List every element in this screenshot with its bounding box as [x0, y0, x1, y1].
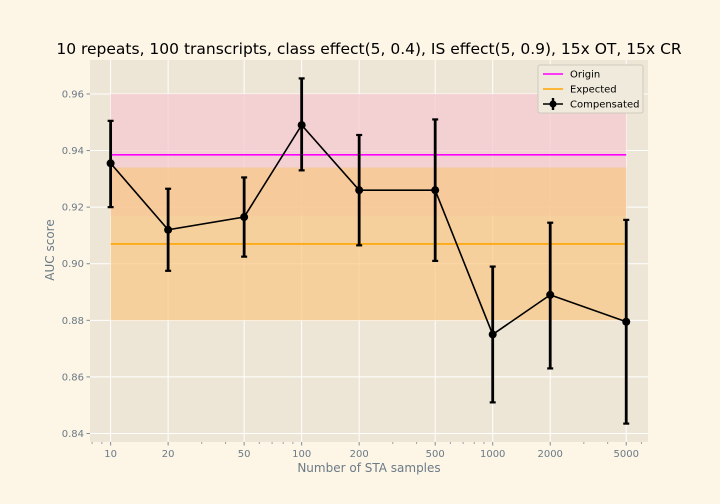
data-point [164, 225, 173, 234]
y-tick-label: 0.84 [62, 429, 84, 440]
x-tick-label: 2000 [537, 449, 562, 460]
x-tick-label: 100 [292, 449, 311, 460]
y-tick-label: 0.88 [62, 316, 84, 327]
data-point [488, 330, 497, 339]
x-tick-label: 500 [426, 449, 445, 460]
legend-swatch-marker [549, 100, 557, 108]
legend-label: Expected [570, 85, 617, 96]
y-tick-label: 0.94 [62, 146, 84, 157]
legend-label: Origin [570, 70, 600, 81]
x-axis-label: Number of STA samples [297, 461, 440, 475]
y-tick-label: 0.92 [62, 203, 84, 214]
data-point [240, 213, 249, 222]
x-tick-label: 5000 [614, 449, 639, 460]
x-tick-label: 200 [350, 449, 369, 460]
legend-box [537, 64, 644, 114]
data-point [106, 159, 115, 168]
legend-label: Compensated [570, 100, 639, 111]
y-axis-label: AUC score [43, 219, 57, 280]
x-tick-label: 1000 [480, 449, 505, 460]
y-tick-label: 0.90 [62, 259, 84, 270]
x-tick-label: 10 [104, 449, 117, 460]
y-tick-label: 0.96 [62, 89, 84, 100]
chart-title: 10 repeats, 100 transcripts, class effec… [56, 40, 682, 58]
data-point [355, 186, 364, 195]
x-tick-label: 50 [238, 449, 251, 460]
data-point [431, 186, 440, 195]
data-point [546, 290, 555, 299]
x-tick-label: 20 [162, 449, 175, 460]
y-tick-label: 0.86 [62, 372, 84, 383]
data-point [297, 121, 306, 130]
data-point [622, 317, 631, 326]
